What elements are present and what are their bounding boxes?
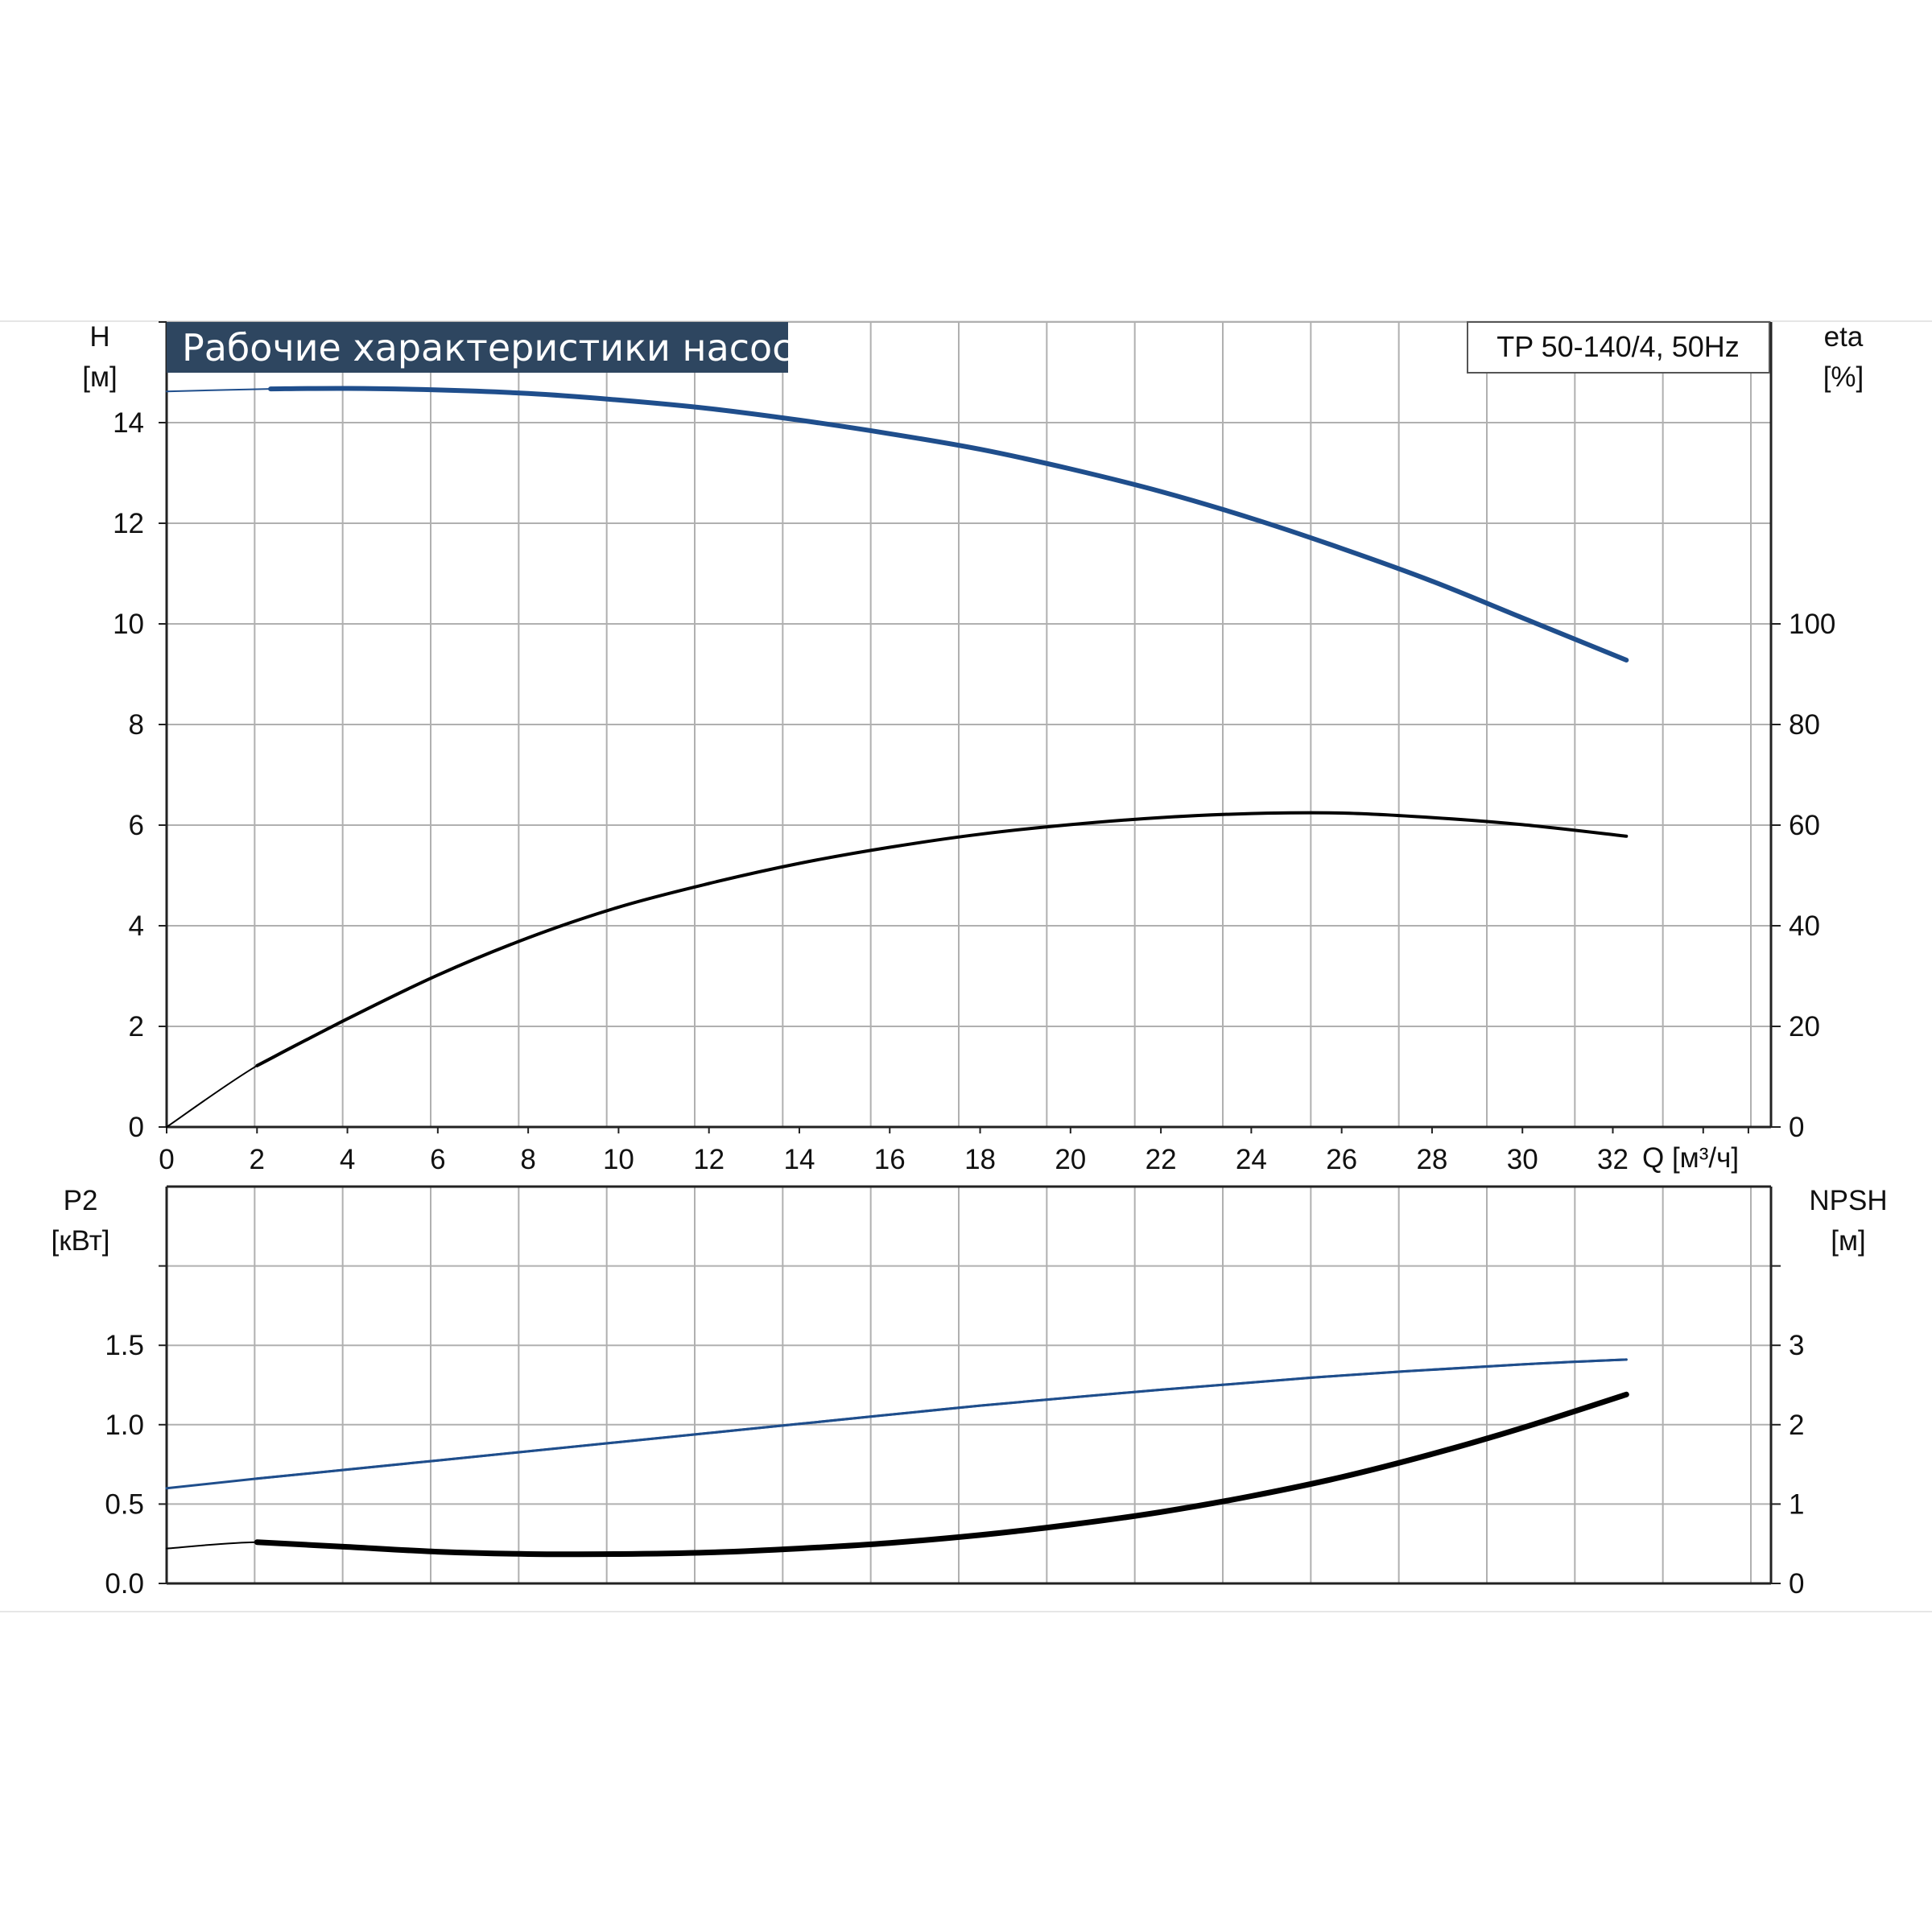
chart-title: Рабочие характеристики насоса xyxy=(182,326,815,369)
y-tick-label-left: 8 xyxy=(129,709,144,741)
p2-axis-label: P2 xyxy=(64,1185,98,1216)
x-tick-label: 32 xyxy=(1597,1144,1629,1175)
x-tick-label: 8 xyxy=(520,1144,535,1175)
y-tick-label-left: 0 xyxy=(129,1112,144,1143)
bottom-panel-grid xyxy=(167,1187,1771,1583)
bottom-panel-curves xyxy=(165,1358,1629,1558)
y-tick-label-right: 20 xyxy=(1789,1011,1820,1042)
y-tick-label-left: 4 xyxy=(129,910,144,942)
head-curve-full xyxy=(166,387,1628,661)
x-tick-label: 26 xyxy=(1326,1144,1357,1175)
efficiency-curve xyxy=(255,811,1629,1067)
y-tick-label-right: 60 xyxy=(1789,810,1820,841)
npsh-curve xyxy=(254,1391,1629,1558)
chart-title-box: Рабочие характеристики насоса xyxy=(167,322,815,373)
model-label-box: TP 50-140/4, 50Hz xyxy=(1467,321,1770,374)
y-tick-label-left: 1.5 xyxy=(105,1330,144,1361)
x-tick-label: 24 xyxy=(1236,1144,1267,1175)
bottom-panel-ticks: 0.0 0.5 1.0 1.5 0 1 2 3 xyxy=(105,1265,1804,1600)
top-panel-ticks: 0 2 4 6 8 10 12 14 16 18 20 22 24 26 28 30 3202468101214… xyxy=(113,321,1835,1175)
x-tick-label: 20 xyxy=(1055,1144,1086,1175)
x-tick-label: 6 xyxy=(430,1144,445,1175)
x-tick-label: 14 xyxy=(784,1144,815,1175)
x-tick-label: 4 xyxy=(340,1144,355,1175)
npsh-axis-label: NPSH xyxy=(1809,1185,1887,1216)
y-tick-label-right: 80 xyxy=(1789,709,1820,741)
y-tick-label-left: 1.0 xyxy=(105,1410,144,1441)
y-tick-label-right: 1 xyxy=(1789,1488,1804,1520)
y-tick-label-right: 40 xyxy=(1789,910,1820,942)
y-tick-label-right: 0 xyxy=(1789,1112,1804,1143)
y-tick-label-left: 10 xyxy=(113,609,144,640)
power-curve xyxy=(255,1358,1628,1480)
x-tick-label: 10 xyxy=(603,1144,634,1175)
y-axis-left-label: H xyxy=(89,321,109,353)
y-tick-label-left: 6 xyxy=(129,810,144,841)
y-tick-label-left: 14 xyxy=(113,407,144,439)
x-tick-label: 28 xyxy=(1416,1144,1447,1175)
y-tick-label-right: 2 xyxy=(1789,1410,1804,1441)
y-axis-right-unit: [%] xyxy=(1823,361,1864,393)
y-axis-left-unit: [м] xyxy=(82,361,118,393)
p2-axis-unit: [кВт] xyxy=(52,1225,110,1257)
y-tick-label-right: 0 xyxy=(1789,1568,1804,1600)
y-tick-label-left: 2 xyxy=(129,1011,144,1042)
top-panel-grid xyxy=(167,321,1771,1127)
x-tick-label: 2 xyxy=(250,1144,265,1175)
npsh-curve-full xyxy=(166,1393,1628,1555)
y-tick-label-left: 0.5 xyxy=(105,1488,144,1520)
x-axis-label: Q [м³/ч] xyxy=(1642,1142,1739,1174)
x-tick-label: 30 xyxy=(1507,1144,1538,1175)
x-tick-label: 18 xyxy=(964,1144,996,1175)
y-tick-label-right: 3 xyxy=(1789,1330,1804,1361)
model-label: TP 50-140/4, 50Hz xyxy=(1496,330,1740,363)
head-curve xyxy=(268,386,1629,663)
y-tick-label-left: 0.0 xyxy=(105,1568,144,1600)
x-tick-label: 12 xyxy=(693,1144,724,1175)
y-axis-right-label: eta xyxy=(1824,321,1864,353)
y-tick-label-right: 100 xyxy=(1789,609,1835,640)
x-tick-label: 22 xyxy=(1146,1144,1177,1175)
x-tick-label: 0 xyxy=(159,1144,174,1175)
efficiency-curve-full xyxy=(166,811,1628,1128)
npsh-axis-unit: [м] xyxy=(1831,1225,1866,1257)
x-tick-label: 16 xyxy=(874,1144,906,1175)
bottom-panel-frame xyxy=(165,1185,1773,1585)
y-tick-label-left: 12 xyxy=(113,508,144,539)
top-panel-curves xyxy=(166,386,1629,1128)
